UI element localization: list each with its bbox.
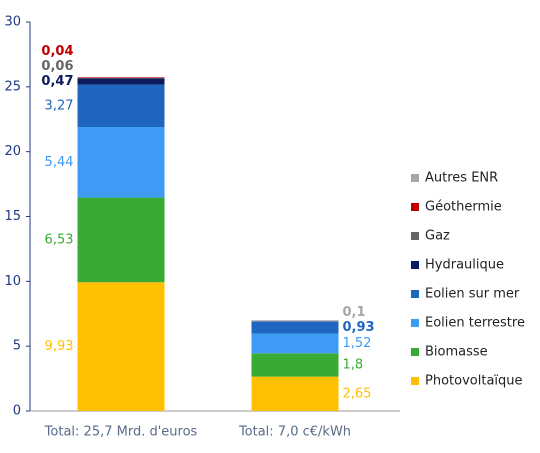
y-tick-label: 10 — [4, 274, 21, 289]
legend-swatch — [411, 290, 419, 298]
legend-swatch — [411, 203, 419, 211]
value-label: 0,93 — [343, 320, 375, 335]
value-label: 0,1 — [343, 305, 366, 320]
value-label: 0,06 — [41, 59, 73, 74]
bar-segment — [77, 78, 165, 85]
y-tick-label: 25 — [4, 79, 21, 94]
bar-segment — [77, 127, 165, 198]
legend-swatch — [411, 174, 419, 182]
bar-segment — [251, 376, 339, 411]
value-label: 3,27 — [45, 98, 74, 113]
legend-label: Gaz — [425, 229, 450, 244]
y-tick-label: 0 — [13, 404, 21, 419]
bar-segment — [77, 77, 165, 78]
legend-swatch — [411, 232, 419, 240]
legend-swatch — [411, 319, 419, 327]
value-label: 2,65 — [343, 386, 372, 401]
bar-segment — [77, 282, 165, 411]
x-tick-label: Total: 25,7 Mrd. d'euros — [44, 425, 198, 440]
legend-swatch — [411, 348, 419, 356]
bar-segment — [251, 321, 339, 334]
legend-swatch — [411, 261, 419, 269]
value-label: 5,44 — [45, 155, 74, 170]
bar-segment — [77, 84, 165, 128]
y-tick-label: 5 — [13, 339, 21, 354]
value-label: 1,52 — [343, 336, 372, 351]
legend-label: Eolien sur mer — [425, 287, 520, 302]
bar-segment — [77, 77, 165, 79]
value-label: 6,53 — [45, 232, 74, 247]
x-tick-label: Total: 7,0 c€/kWh — [238, 425, 351, 440]
value-label: 9,93 — [45, 339, 74, 354]
y-tick-label: 20 — [4, 144, 21, 159]
bar-segment — [251, 320, 339, 322]
value-label: 0,04 — [41, 44, 73, 59]
legend-label: Géothermie — [425, 200, 502, 215]
bar-segment — [251, 333, 339, 354]
legend-swatch — [411, 377, 419, 385]
legend-label: Autres ENR — [425, 171, 498, 186]
bar-segment — [77, 197, 165, 283]
bar-segment — [251, 353, 339, 377]
legend-label: Photovoltaïque — [425, 374, 523, 389]
value-label: 0,47 — [41, 74, 73, 89]
value-label: 1,8 — [343, 357, 364, 372]
legend-label: Biomasse — [425, 345, 488, 360]
y-tick-label: 30 — [4, 15, 21, 30]
y-tick-label: 15 — [4, 209, 21, 224]
legend-label: Eolien terrestre — [425, 316, 525, 331]
legend-label: Hydraulique — [425, 258, 504, 273]
